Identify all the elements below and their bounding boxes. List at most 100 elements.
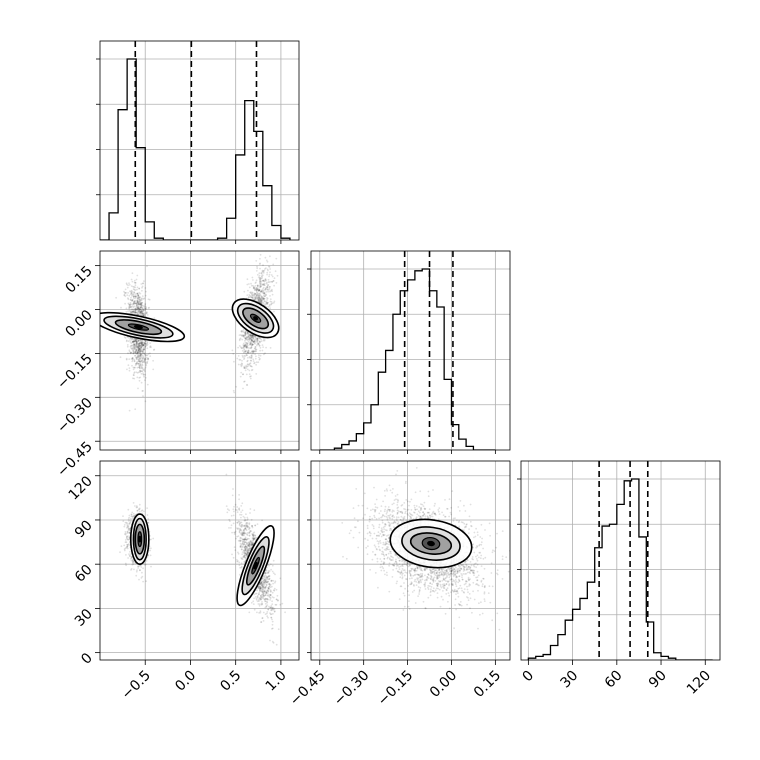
scatter-point (264, 594, 267, 597)
scatter-point (138, 364, 141, 367)
scatter-point (244, 548, 247, 551)
scatter-point (139, 369, 142, 372)
scatter-point (252, 286, 255, 289)
scatter-point (139, 312, 142, 314)
scatter-point (268, 585, 271, 588)
scatter-point (143, 360, 146, 362)
scatter-point (247, 351, 249, 354)
scatter-point (245, 337, 248, 340)
scatter-point (270, 303, 272, 306)
scatter-point (130, 278, 133, 281)
scatter-point (241, 532, 243, 535)
scatter-point (133, 343, 136, 346)
scatter-point (138, 379, 141, 382)
scatter-point (242, 540, 245, 543)
scatter-point (253, 537, 256, 540)
scatter-point (271, 585, 273, 588)
scatter-point (123, 290, 125, 293)
scatter-point (274, 581, 276, 584)
scatter-point (253, 538, 255, 540)
scatter-point (256, 600, 259, 603)
scatter-point (140, 339, 143, 342)
scatter-point (245, 548, 247, 551)
scatter-point (261, 279, 264, 282)
scatter-point (128, 367, 131, 369)
scatter-point (240, 557, 243, 559)
scatter-point (147, 357, 150, 360)
scatter-point (125, 521, 128, 524)
scatter-point (142, 282, 145, 284)
scatter-point (262, 611, 265, 614)
scatter-point (138, 347, 141, 350)
scatter-point (264, 288, 266, 291)
scatter-point (125, 340, 128, 343)
scatter-point (243, 532, 246, 535)
scatter-point (239, 542, 242, 545)
scatter-point (246, 550, 249, 552)
scatter-point (268, 305, 271, 307)
scatter-point (266, 284, 269, 287)
scatter-point (143, 352, 146, 355)
scatter-point (252, 287, 255, 289)
scatter-point (247, 296, 250, 299)
scatter-point (259, 267, 261, 270)
scatter-point (245, 338, 247, 341)
scatter-point (243, 534, 245, 537)
scatter-point (253, 531, 256, 534)
scatter-point (141, 342, 144, 344)
scatter-point (153, 317, 156, 319)
scatter-point (225, 505, 228, 507)
scatter-point (261, 617, 264, 619)
scatter-point (131, 311, 134, 313)
scatter-point (140, 342, 143, 345)
scatter-point (246, 338, 249, 341)
scatter-point (243, 543, 245, 545)
scatter-point (249, 365, 252, 367)
scatter-point (142, 312, 145, 315)
scatter-point (143, 297, 146, 300)
scatter-point (245, 542, 248, 545)
scatter-point (134, 505, 136, 507)
scatter-point (125, 537, 128, 540)
scatter-point (135, 570, 138, 573)
scatter-point (127, 292, 129, 294)
scatter-point (260, 281, 263, 283)
scatter-point (262, 297, 265, 299)
scatter-point (264, 268, 266, 270)
scatter-point (265, 286, 268, 288)
scatter-point (257, 598, 260, 601)
scatter-point (249, 540, 252, 542)
scatter-point (263, 339, 266, 342)
scatter-point (144, 342, 146, 345)
scatter-point (253, 597, 256, 600)
scatter-point (142, 390, 144, 392)
scatter-point (141, 354, 144, 357)
scatter-point (135, 295, 138, 298)
scatter-point (143, 280, 145, 282)
scatter-point (268, 585, 271, 588)
scatter-point (260, 598, 263, 601)
scatter-point (132, 338, 135, 341)
scatter-point (265, 259, 268, 262)
scatter-point (259, 586, 262, 589)
scatter-point (268, 577, 271, 580)
scatter-point (145, 363, 148, 366)
scatter-point (138, 303, 141, 305)
scatter-point (260, 294, 262, 297)
scatter-point (273, 587, 276, 590)
scatter-point (125, 526, 128, 529)
scatter-point (129, 345, 132, 348)
scatter-point (246, 550, 249, 552)
scatter-point (130, 311, 133, 313)
scatter-point (245, 342, 248, 345)
scatter-point (138, 355, 141, 358)
scatter-point (132, 340, 134, 343)
scatter-point (264, 576, 267, 579)
scatter-point (239, 522, 241, 525)
scatter-point (249, 508, 252, 510)
scatter-point (138, 300, 141, 303)
scatter-point (260, 596, 262, 599)
scatter-point (126, 545, 129, 548)
scatter-point (241, 363, 244, 365)
scatter-point (245, 345, 247, 347)
